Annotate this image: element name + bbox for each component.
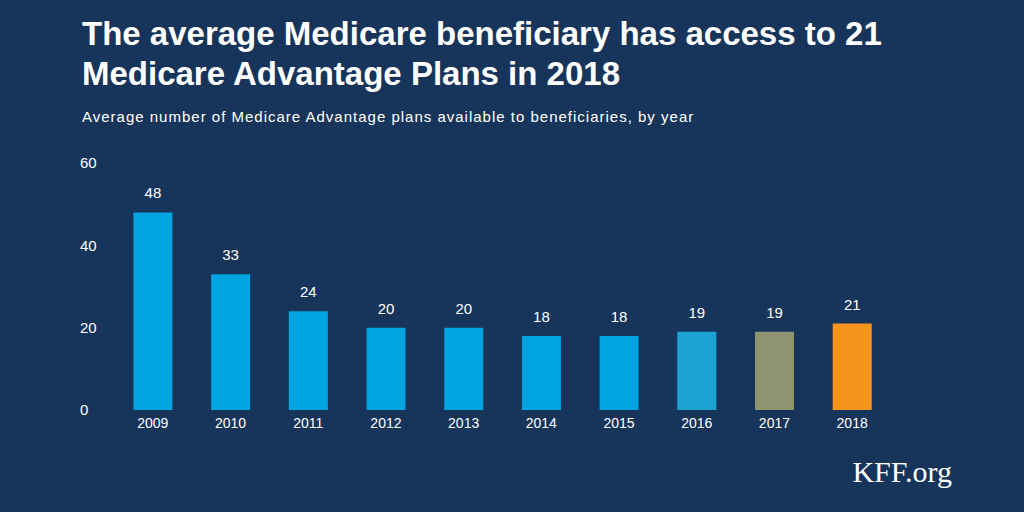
svg-text:2013: 2013 bbox=[448, 415, 479, 431]
svg-text:2010: 2010 bbox=[215, 415, 246, 431]
html-text:Average number of Medicare Adv: Average number of Medicare Advantage pla… bbox=[82, 108, 695, 125]
svg-text:2012: 2012 bbox=[370, 415, 401, 431]
svg-text:19: 19 bbox=[766, 304, 783, 321]
svg-text:20: 20 bbox=[455, 300, 472, 317]
svg-text:18: 18 bbox=[611, 308, 628, 325]
svg-text:40: 40 bbox=[80, 237, 97, 254]
svg-text:2009: 2009 bbox=[137, 415, 168, 431]
svg-text:2014: 2014 bbox=[526, 415, 557, 431]
svg-text:2018: 2018 bbox=[837, 415, 868, 431]
svg-text:21: 21 bbox=[844, 296, 861, 313]
svg-text:33: 33 bbox=[222, 246, 239, 263]
svg-text:19: 19 bbox=[688, 304, 705, 321]
svg-text:2015: 2015 bbox=[603, 415, 634, 431]
svg-text:0: 0 bbox=[80, 401, 88, 418]
svg-text:60: 60 bbox=[80, 154, 97, 171]
html-text:The average Medicare beneficia: The average Medicare beneficiary has acc… bbox=[82, 15, 882, 92]
svg-text:24: 24 bbox=[300, 283, 317, 300]
svg-text:2011: 2011 bbox=[293, 415, 323, 431]
html-text:KFF.org: KFF.org bbox=[852, 455, 952, 488]
svg-text:20: 20 bbox=[378, 300, 395, 317]
svg-text:2016: 2016 bbox=[681, 415, 712, 431]
svg-text:18: 18 bbox=[533, 308, 550, 325]
svg-text:20: 20 bbox=[80, 319, 97, 336]
svg-text:2017: 2017 bbox=[759, 415, 790, 431]
svg-text:48: 48 bbox=[145, 184, 162, 201]
